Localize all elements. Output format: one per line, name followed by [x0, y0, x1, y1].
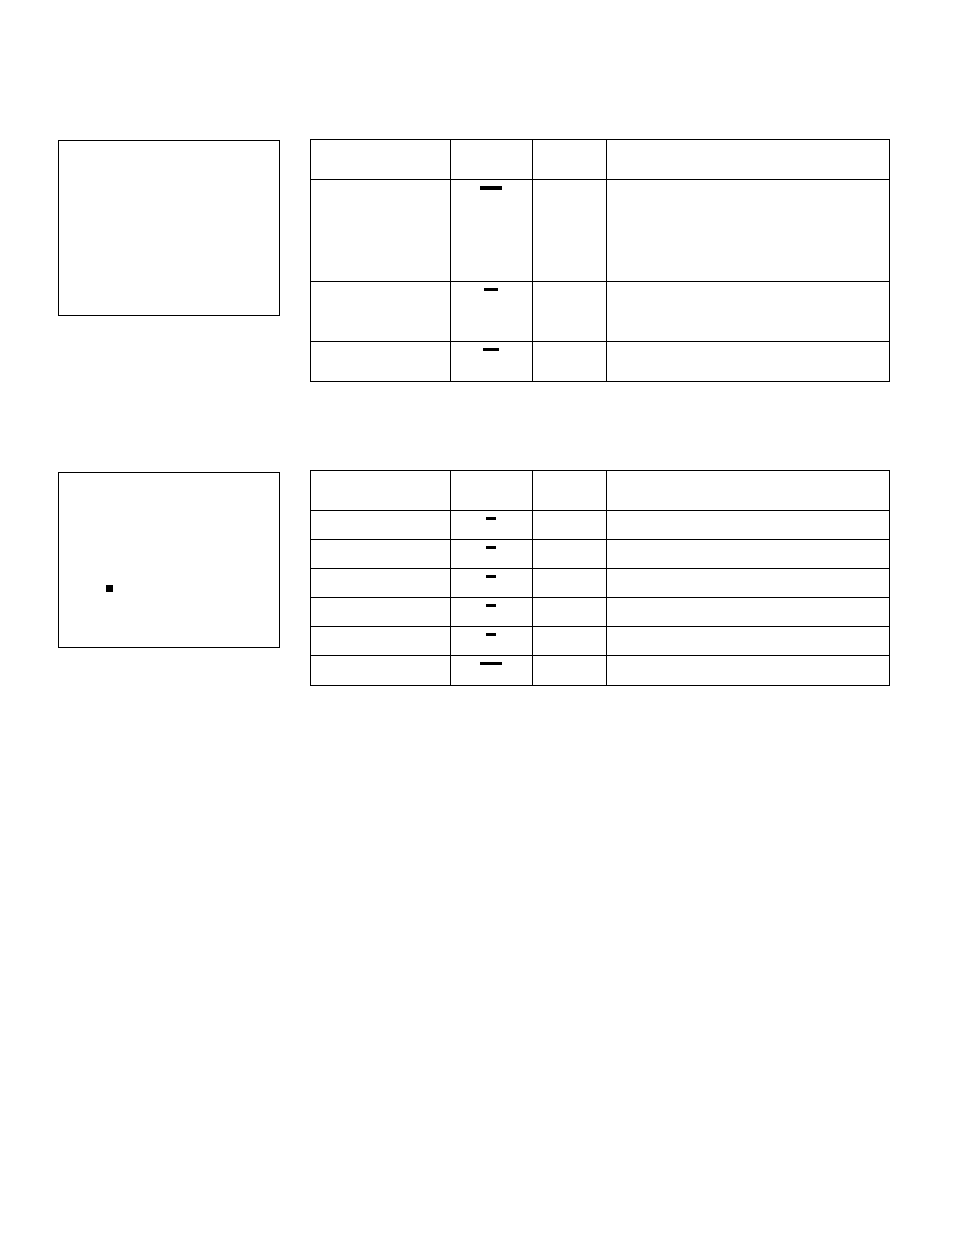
table-row [311, 471, 890, 511]
page [0, 0, 954, 1238]
table-row [311, 180, 890, 282]
table-cell [311, 598, 451, 627]
dash-icon [486, 575, 496, 578]
table-cell [450, 598, 532, 627]
table-cell [311, 140, 451, 180]
dash-icon [480, 662, 502, 665]
table-cell [311, 569, 451, 598]
figure-box-2 [58, 472, 280, 648]
table-cell [311, 511, 451, 540]
table-cell [607, 656, 890, 686]
table-cell [532, 180, 607, 282]
table-cell [311, 282, 451, 342]
data-table-2 [310, 470, 890, 686]
table-cell [311, 180, 451, 282]
table-cell [450, 471, 532, 511]
table-cell [607, 598, 890, 627]
table-cell [311, 471, 451, 511]
dash-icon [486, 604, 496, 607]
dash-icon [486, 546, 496, 549]
table-cell [532, 511, 607, 540]
table-row [311, 282, 890, 342]
table-cell [311, 656, 451, 686]
table-row [311, 540, 890, 569]
figure-box-1 [58, 140, 280, 316]
table-cell [532, 656, 607, 686]
dash-icon [484, 288, 498, 291]
table-row [311, 627, 890, 656]
table-cell [450, 656, 532, 686]
table-cell [607, 511, 890, 540]
table-row [311, 598, 890, 627]
table-cell [450, 282, 532, 342]
table-cell [532, 140, 607, 180]
table-row [311, 140, 890, 180]
table-row [311, 569, 890, 598]
table-cell [450, 140, 532, 180]
table-cell [607, 282, 890, 342]
dash-icon [483, 348, 499, 351]
table-cell [311, 540, 451, 569]
table-cell [450, 180, 532, 282]
dash-icon [480, 186, 502, 190]
table-cell [607, 471, 890, 511]
table-cell [532, 342, 607, 382]
table-cell [532, 627, 607, 656]
table-cell [311, 342, 451, 382]
table-cell [607, 627, 890, 656]
table-cell [450, 540, 532, 569]
table-cell [607, 540, 890, 569]
dash-icon [486, 633, 496, 636]
table-row [311, 511, 890, 540]
table-row [311, 656, 890, 686]
data-table-1 [310, 139, 890, 382]
table-cell [532, 569, 607, 598]
table-cell [607, 569, 890, 598]
table-cell [607, 180, 890, 282]
table-row [311, 342, 890, 382]
table-cell [532, 471, 607, 511]
dash-icon [486, 517, 496, 520]
table-cell [311, 627, 451, 656]
table-cell [450, 342, 532, 382]
table-cell [607, 140, 890, 180]
table-cell [450, 511, 532, 540]
table-cell [532, 282, 607, 342]
table-cell [532, 598, 607, 627]
table-cell [607, 342, 890, 382]
dot-marker [106, 585, 113, 592]
table-cell [450, 627, 532, 656]
table-cell [450, 569, 532, 598]
table-cell [532, 540, 607, 569]
